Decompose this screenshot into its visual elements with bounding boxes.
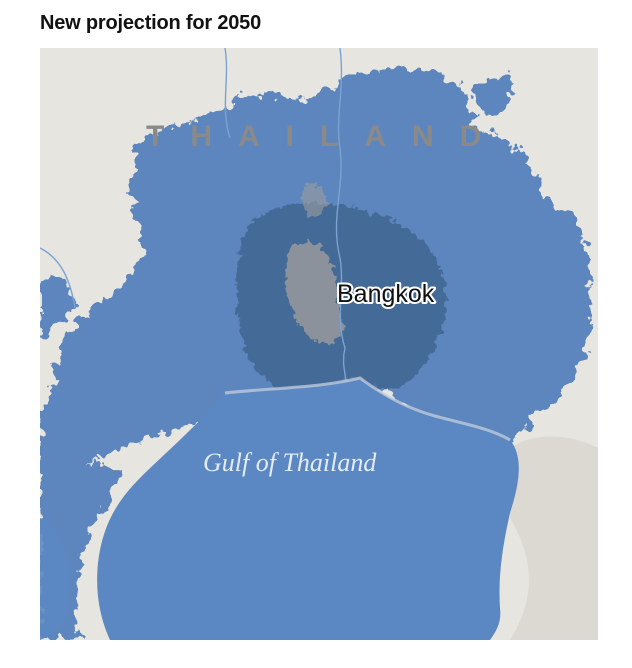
- rivers: [40, 48, 348, 394]
- country-label: THAILAND: [146, 120, 507, 153]
- urban-area: [285, 184, 345, 344]
- map-title: New projection for 2050: [40, 12, 262, 34]
- flood-map-canvas: THAILAND Bangkok Gulf of Thailand: [40, 48, 598, 640]
- gulf-label: Gulf of Thailand: [203, 448, 377, 477]
- flood-map: THAILAND Bangkok Gulf of Thailand: [40, 48, 598, 640]
- gulf-water: [97, 378, 519, 640]
- eastern-hills: [510, 436, 598, 640]
- city-label: Bangkok: [337, 280, 435, 308]
